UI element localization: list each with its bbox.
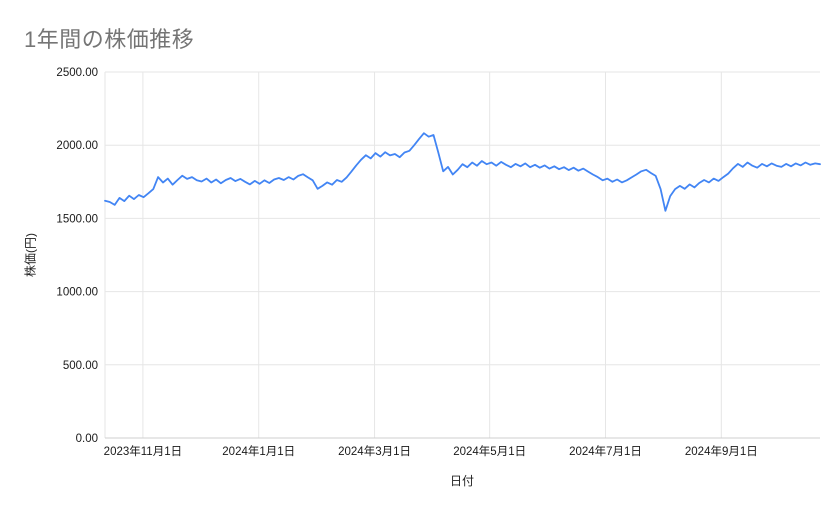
y-tick-label: 1500.00	[56, 213, 98, 225]
y-tick-label: 500.00	[63, 360, 98, 372]
x-tick-label: 2023年11月1日	[104, 444, 182, 458]
price-line-series	[104, 132, 821, 212]
x-tick-label: 2024年3月1日	[338, 444, 411, 458]
y-tick-label: 1000.00	[56, 287, 98, 299]
y-tick-label: 0.00	[76, 433, 98, 445]
x-tick-label: 2024年9月1日	[685, 444, 758, 458]
x-tick-label: 2024年5月1日	[453, 444, 526, 458]
chart-title: 1年間の株価推移	[24, 27, 195, 52]
x-tick-label: 2024年1月1日	[222, 444, 295, 458]
x-tick-label: 2024年7月1日	[569, 444, 642, 458]
y-tick-label: 2000.00	[56, 140, 98, 152]
x-axis-title: 日付	[449, 474, 475, 488]
y-tick-label: 2500.00	[56, 67, 98, 79]
